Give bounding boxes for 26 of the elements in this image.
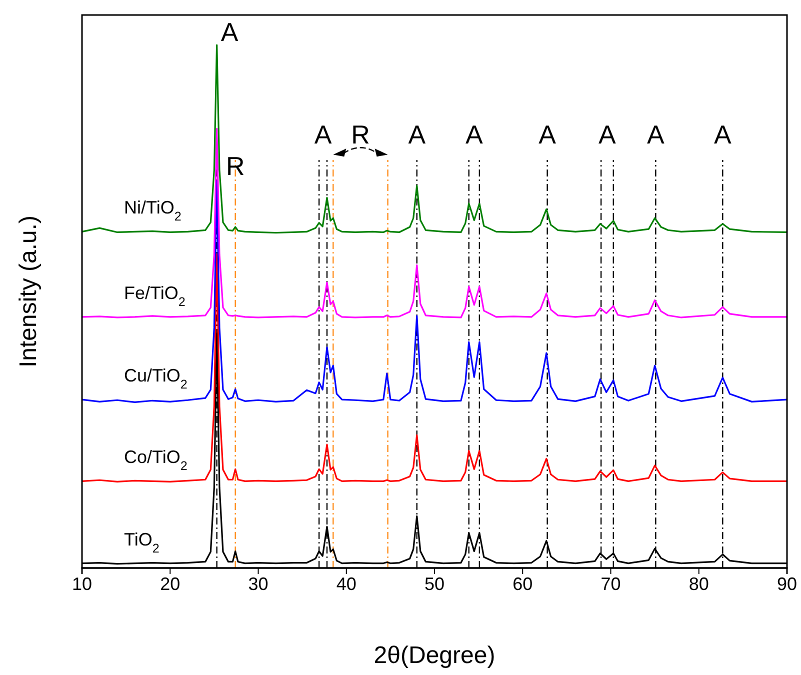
- y-axis-title: Intensity (a.u.): [15, 215, 42, 368]
- x-tick-label: 70: [600, 574, 621, 594]
- annotation: A: [408, 120, 426, 150]
- series-label: Fe/TiO$_{2}$: [124, 282, 186, 309]
- annotation: R: [226, 150, 245, 181]
- annotation: R: [351, 120, 370, 150]
- x-tick-label: 80: [688, 574, 709, 594]
- x-tick-label: 50: [424, 574, 445, 594]
- series-label: Ni/TiO$_{2}$: [124, 198, 182, 224]
- x-tick-label: 30: [248, 574, 268, 594]
- series-label: Cu/TiO$_{2}$: [124, 366, 188, 392]
- annotation: A: [465, 120, 484, 150]
- x-tick-label: 60: [512, 574, 533, 594]
- annotation: A: [220, 17, 239, 47]
- x-tick-label: 40: [336, 574, 356, 594]
- x-tick-label: 20: [160, 574, 180, 594]
- x-tick-label: 90: [776, 574, 798, 594]
- series-label: TiO$_{2}$: [124, 529, 160, 556]
- annotation: A: [714, 120, 732, 150]
- annotation: A: [647, 120, 666, 150]
- annotation: A: [538, 120, 557, 150]
- x-tick-label: 10: [72, 574, 92, 594]
- annotation: A: [598, 120, 617, 150]
- annotation: A: [314, 120, 332, 150]
- series-label: Co/TiO$_{2}$: [124, 447, 188, 474]
- x-axis-title: 2θ(Degree): [374, 642, 496, 669]
